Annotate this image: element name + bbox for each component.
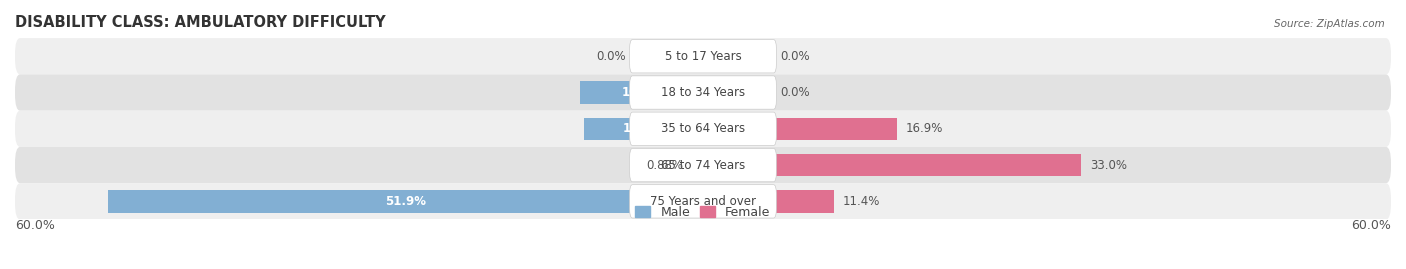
- FancyBboxPatch shape: [630, 76, 776, 109]
- Text: 33.0%: 33.0%: [1091, 158, 1128, 172]
- Text: 75 Years and over: 75 Years and over: [650, 195, 756, 208]
- Text: 51.9%: 51.9%: [385, 195, 426, 208]
- FancyBboxPatch shape: [15, 183, 1391, 220]
- FancyBboxPatch shape: [15, 147, 1391, 183]
- FancyBboxPatch shape: [15, 38, 1391, 75]
- Bar: [583, 118, 703, 140]
- Text: 0.0%: 0.0%: [596, 50, 626, 63]
- Legend: Male, Female: Male, Female: [630, 201, 776, 224]
- Bar: [108, 190, 703, 213]
- Text: 65 to 74 Years: 65 to 74 Years: [661, 158, 745, 172]
- FancyBboxPatch shape: [630, 148, 776, 182]
- Text: 0.88%: 0.88%: [647, 158, 683, 172]
- Bar: [703, 154, 1081, 176]
- FancyBboxPatch shape: [15, 75, 1391, 111]
- Bar: [693, 154, 703, 176]
- Text: 5 to 17 Years: 5 to 17 Years: [665, 50, 741, 63]
- Text: 60.0%: 60.0%: [15, 220, 55, 232]
- Text: DISABILITY CLASS: AMBULATORY DIFFICULTY: DISABILITY CLASS: AMBULATORY DIFFICULTY: [15, 15, 385, 30]
- Text: 10.4%: 10.4%: [623, 122, 664, 135]
- Text: 11.4%: 11.4%: [842, 195, 880, 208]
- Text: Source: ZipAtlas.com: Source: ZipAtlas.com: [1274, 19, 1385, 29]
- Text: 18 to 34 Years: 18 to 34 Years: [661, 86, 745, 99]
- Bar: [581, 81, 703, 104]
- FancyBboxPatch shape: [630, 112, 776, 146]
- FancyBboxPatch shape: [630, 40, 776, 73]
- Text: 10.7%: 10.7%: [621, 86, 662, 99]
- Text: 0.0%: 0.0%: [780, 50, 810, 63]
- Text: 35 to 64 Years: 35 to 64 Years: [661, 122, 745, 135]
- FancyBboxPatch shape: [630, 185, 776, 218]
- Bar: [703, 118, 897, 140]
- FancyBboxPatch shape: [15, 111, 1391, 147]
- Text: 0.0%: 0.0%: [780, 86, 810, 99]
- Text: 16.9%: 16.9%: [905, 122, 943, 135]
- Text: 60.0%: 60.0%: [1351, 220, 1391, 232]
- Bar: [703, 190, 834, 213]
